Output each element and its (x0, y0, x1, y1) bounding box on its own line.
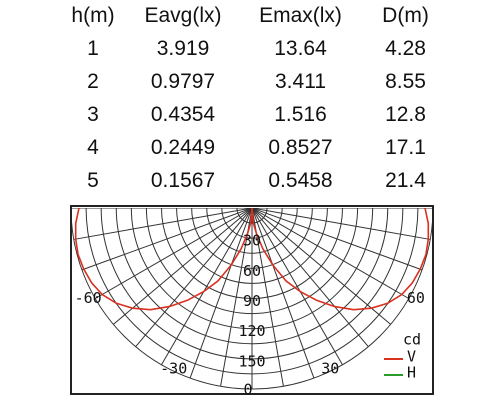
column-header-emax: Emax(lx) (259, 4, 342, 27)
grid-spoke (251, 208, 315, 379)
angle-tick-label: -60 (75, 289, 102, 307)
grid-spoke (161, 208, 253, 366)
table-cell: 0.9797 (150, 69, 216, 93)
table-row: 2 0.9797 3.411 8.55 (58, 65, 448, 98)
radial-tick-label: 30 (243, 232, 261, 250)
table-cell: 12.8 (385, 102, 426, 126)
grid-spoke (113, 208, 253, 325)
angle-tick-label: 30 (321, 359, 339, 377)
radial-tick-label: 60 (243, 262, 261, 280)
grid-spoke (251, 208, 343, 366)
table-cell: 8.55 (385, 69, 426, 93)
table-cell: 0.2449 (150, 135, 216, 159)
angle-tick-label: 60 (407, 289, 425, 307)
table-row: 3 0.4354 1.516 12.8 (58, 98, 448, 131)
table-cell: 17.1 (385, 135, 426, 159)
table-row: 5 0.1567 0.5458 21.4 (58, 164, 448, 197)
table-cell: 4.28 (385, 36, 426, 60)
table-cell: 3.919 (156, 36, 210, 60)
grid-spoke (220, 208, 253, 387)
legend-label-v: V (407, 348, 416, 366)
grid-spoke (189, 208, 253, 379)
table-cell: 4 (87, 135, 99, 159)
table-cell: 5 (87, 168, 99, 192)
table-cell: 13.64 (274, 36, 327, 60)
grid-spoke (251, 208, 431, 240)
grid-spoke (251, 208, 410, 299)
grid-spoke (81, 208, 253, 271)
table-cell: 2 (87, 69, 99, 93)
table-header-row: h(m) Eavg(lx) Emax(lx) D(m) (58, 0, 448, 32)
table-cell: 3 (87, 102, 99, 126)
table-cell: 1 (87, 36, 99, 60)
polar-grid (72, 208, 432, 390)
table-cell: 0.1567 (150, 168, 216, 192)
grid-spoke (251, 208, 423, 271)
grid-spoke (94, 208, 253, 299)
angle-tick-label: 0 (243, 381, 252, 399)
column-header-height: h(m) (71, 4, 115, 27)
table-cell: 1.516 (274, 102, 327, 126)
table-row: 1 3.919 13.64 4.28 (58, 32, 448, 65)
series-line-v (74, 208, 430, 311)
grid-spoke (251, 208, 284, 387)
table-cell: 0.4354 (150, 102, 216, 126)
table-row: 4 0.2449 0.8527 17.1 (58, 131, 448, 164)
table-cell: 0.8527 (268, 135, 333, 159)
table-cell: 21.4 (385, 168, 426, 192)
grid-spoke (251, 208, 369, 347)
grid-spoke (251, 208, 391, 325)
axis-labels: 30 60 90 120 150 -60 60 -30 30 0 (75, 232, 425, 399)
legend-unit-label: cd (403, 331, 421, 349)
radial-tick-label: 150 (238, 352, 265, 370)
column-header-diameter: D(m) (382, 4, 429, 27)
photometric-table: h(m) Eavg(lx) Emax(lx) D(m) 1 3.919 13.6… (58, 0, 448, 197)
table-cell: 0.5458 (268, 168, 333, 192)
legend-label-h: H (407, 364, 416, 382)
series-layer (74, 208, 430, 311)
radial-tick-label: 120 (238, 322, 265, 340)
grid-spoke (135, 208, 253, 347)
radial-tick-label: 90 (243, 292, 261, 310)
table-cell: 3.411 (275, 69, 326, 93)
grid-spoke (73, 208, 253, 240)
angle-tick-label: -30 (160, 359, 187, 377)
column-header-eavg: Eavg(lx) (144, 4, 222, 27)
